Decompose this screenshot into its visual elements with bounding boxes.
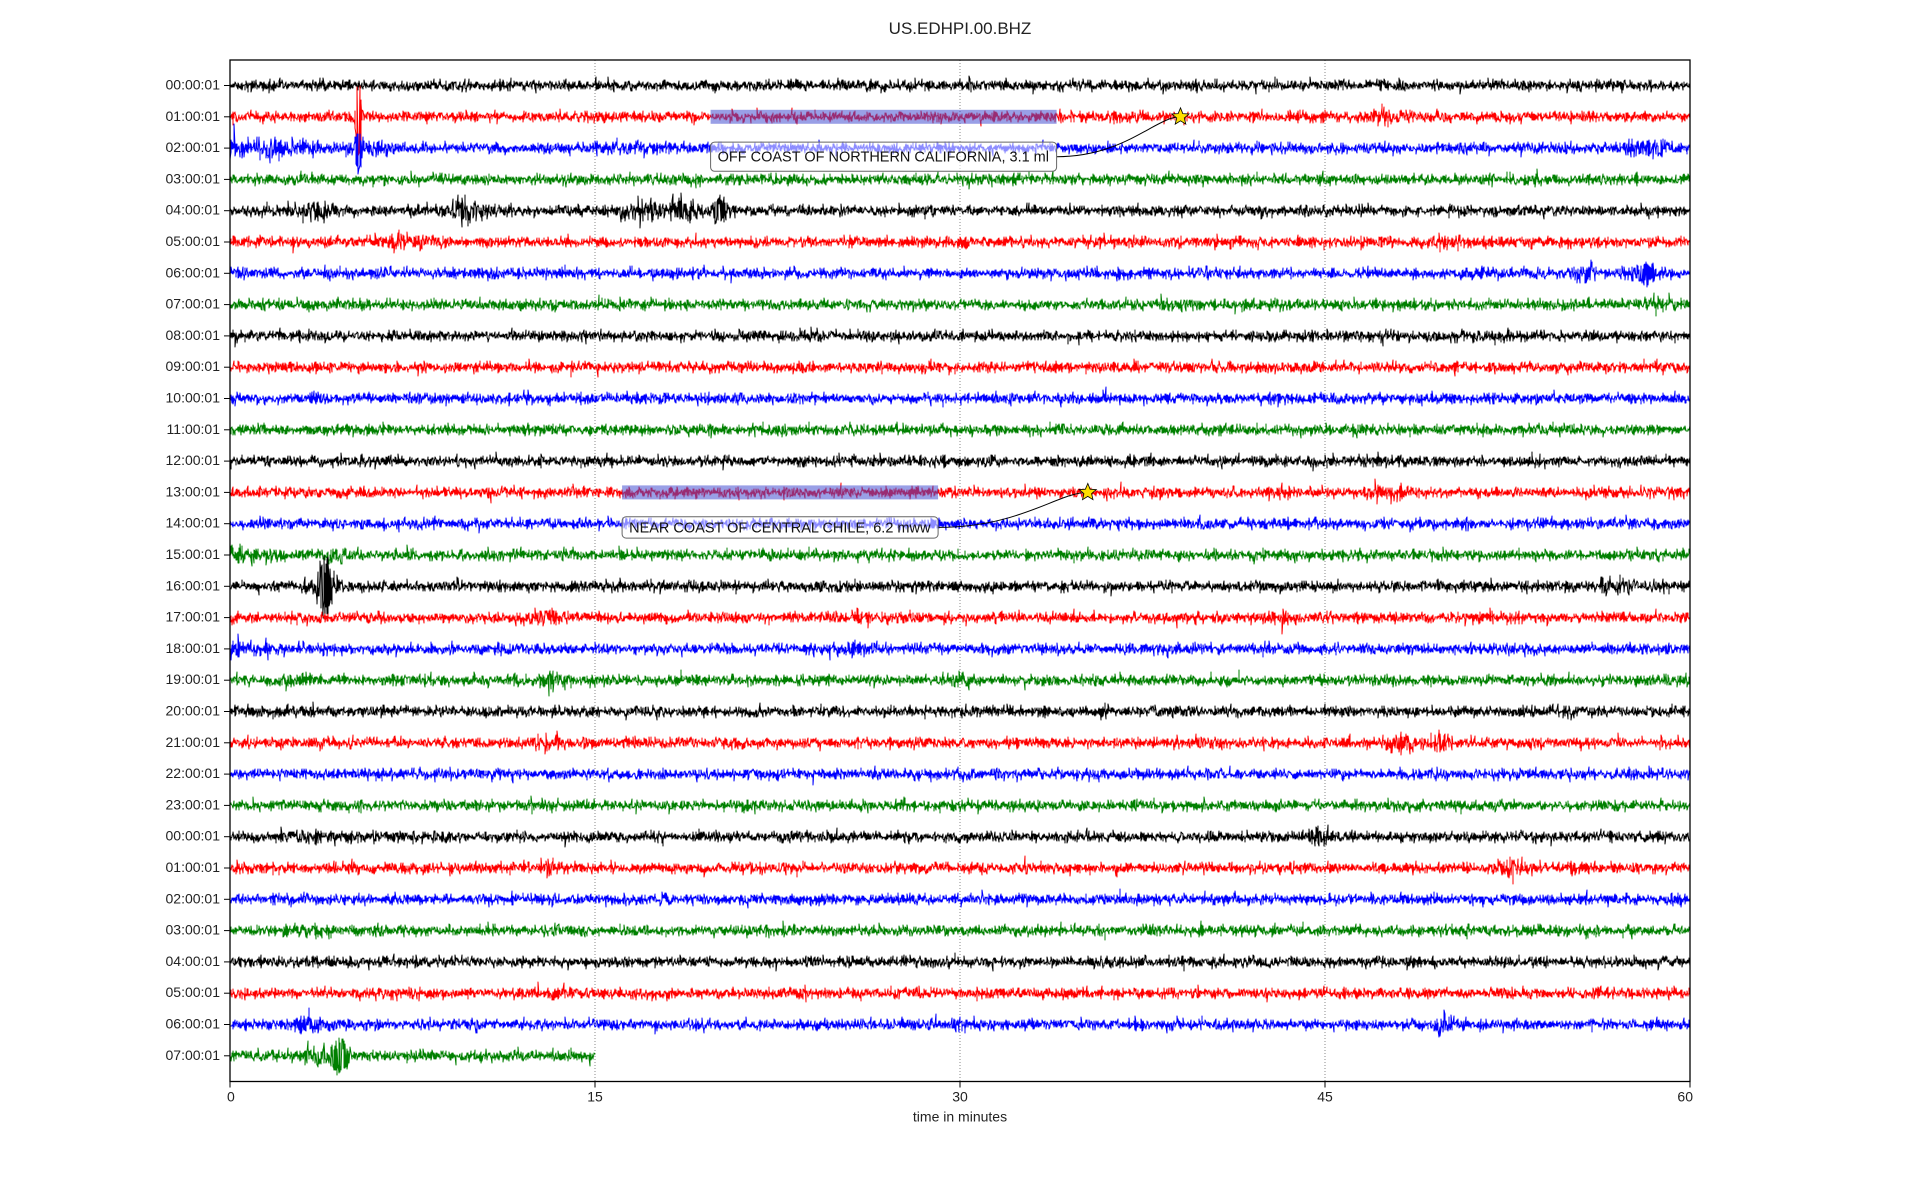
svg-text:19:00:01: 19:00:01 — [166, 671, 221, 687]
svg-text:06:00:01: 06:00:01 — [166, 264, 221, 280]
svg-text:17:00:01: 17:00:01 — [166, 609, 221, 625]
svg-text:01:00:01: 01:00:01 — [166, 859, 221, 875]
svg-text:00:00:01: 00:00:01 — [166, 828, 221, 844]
svg-text:04:00:01: 04:00:01 — [166, 953, 221, 969]
svg-text:16:00:01: 16:00:01 — [166, 577, 221, 593]
svg-text:0: 0 — [227, 1089, 235, 1105]
svg-text:US.EDHPI.00.BHZ: US.EDHPI.00.BHZ — [889, 19, 1032, 38]
svg-text:03:00:01: 03:00:01 — [166, 922, 221, 938]
svg-text:14:00:01: 14:00:01 — [166, 515, 221, 531]
svg-text:07:00:01: 07:00:01 — [166, 296, 221, 312]
svg-text:15:00:01: 15:00:01 — [166, 546, 221, 562]
svg-text:NEAR COAST OF CENTRAL CHILE, 6: NEAR COAST OF CENTRAL CHILE, 6.2 mww — [629, 520, 931, 536]
svg-text:01:00:01: 01:00:01 — [166, 108, 221, 124]
svg-text:20:00:01: 20:00:01 — [166, 703, 221, 719]
svg-text:09:00:01: 09:00:01 — [166, 358, 221, 374]
svg-text:30: 30 — [952, 1089, 968, 1105]
svg-text:23:00:01: 23:00:01 — [166, 796, 221, 812]
svg-text:15: 15 — [587, 1089, 603, 1105]
svg-text:02:00:01: 02:00:01 — [166, 890, 221, 906]
svg-text:05:00:01: 05:00:01 — [166, 984, 221, 1000]
svg-text:18:00:01: 18:00:01 — [166, 640, 221, 656]
svg-text:60: 60 — [1677, 1089, 1693, 1105]
svg-text:21:00:01: 21:00:01 — [166, 734, 221, 750]
svg-text:08:00:01: 08:00:01 — [166, 327, 221, 343]
svg-text:03:00:01: 03:00:01 — [166, 170, 221, 186]
svg-text:00:00:01: 00:00:01 — [166, 77, 221, 93]
svg-text:13:00:01: 13:00:01 — [166, 483, 221, 499]
svg-text:OFF COAST OF NORTHERN CALIFORN: OFF COAST OF NORTHERN CALIFORNIA, 3.1 ml — [718, 150, 1049, 166]
svg-text:10:00:01: 10:00:01 — [166, 390, 221, 406]
svg-text:07:00:01: 07:00:01 — [166, 1047, 221, 1063]
svg-text:11:00:01: 11:00:01 — [167, 421, 221, 437]
svg-text:06:00:01: 06:00:01 — [166, 1016, 221, 1032]
svg-text:time in minutes: time in minutes — [913, 1109, 1007, 1125]
svg-text:12:00:01: 12:00:01 — [166, 452, 221, 468]
svg-text:04:00:01: 04:00:01 — [166, 202, 221, 218]
svg-text:05:00:01: 05:00:01 — [166, 233, 221, 249]
svg-text:22:00:01: 22:00:01 — [166, 765, 221, 781]
svg-text:45: 45 — [1317, 1089, 1333, 1105]
svg-text:02:00:01: 02:00:01 — [166, 139, 221, 155]
